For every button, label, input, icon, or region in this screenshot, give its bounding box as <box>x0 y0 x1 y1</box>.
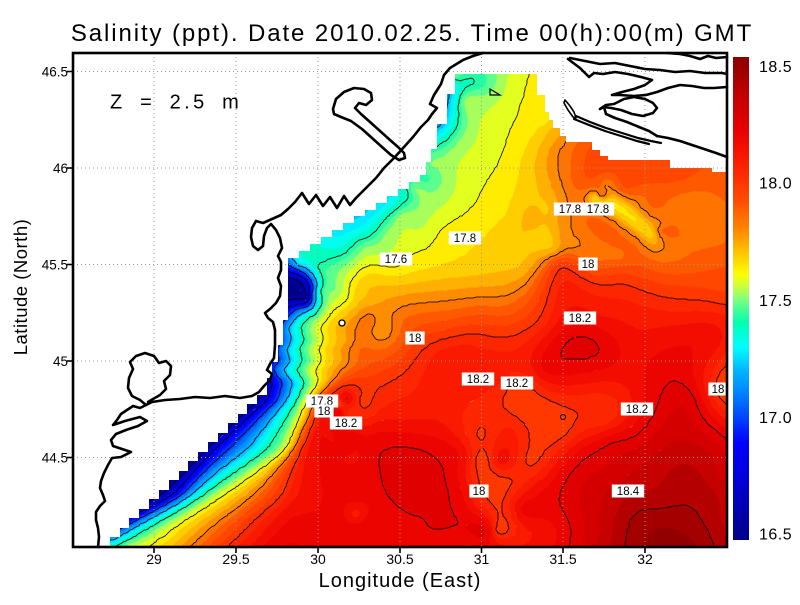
svg-text:17.0: 17.0 <box>759 410 792 427</box>
svg-text:45: 45 <box>53 354 68 369</box>
svg-text:16.5: 16.5 <box>759 527 792 544</box>
svg-text:Z = 2.5 m: Z = 2.5 m <box>110 92 242 114</box>
svg-text:30: 30 <box>310 551 326 567</box>
svg-text:18.2: 18.2 <box>506 378 528 390</box>
svg-text:Latitude (North): Latitude (North) <box>10 219 31 356</box>
svg-text:46: 46 <box>53 161 68 176</box>
svg-text:18: 18 <box>582 259 595 271</box>
svg-text:29: 29 <box>146 551 162 567</box>
svg-text:17.8: 17.8 <box>559 204 581 216</box>
svg-text:31.5: 31.5 <box>549 551 576 567</box>
svg-text:17.8: 17.8 <box>454 233 476 245</box>
svg-text:Longitude (East): Longitude (East) <box>319 570 482 592</box>
svg-text:18.2: 18.2 <box>569 313 591 325</box>
svg-text:32: 32 <box>637 551 653 567</box>
svg-text:18.2: 18.2 <box>335 418 357 430</box>
svg-text:17.6: 17.6 <box>385 254 407 266</box>
svg-text:18.0: 18.0 <box>759 176 792 193</box>
svg-text:18: 18 <box>318 406 331 418</box>
svg-text:45.5: 45.5 <box>42 258 68 273</box>
svg-text:Salinity (ppt). Date 2010.02.2: Salinity (ppt). Date 2010.02.25. Time 00… <box>71 20 753 47</box>
svg-text:44.5: 44.5 <box>42 451 68 466</box>
svg-text:46.5: 46.5 <box>42 65 68 80</box>
svg-text:17.5: 17.5 <box>759 293 792 310</box>
svg-text:30.5: 30.5 <box>386 551 413 567</box>
svg-text:18.2: 18.2 <box>467 374 489 386</box>
svg-text:17.8: 17.8 <box>587 204 609 216</box>
svg-text:31: 31 <box>474 551 490 567</box>
svg-text:18: 18 <box>712 384 725 396</box>
svg-text:18.2: 18.2 <box>626 404 648 416</box>
svg-text:29.5: 29.5 <box>222 551 249 567</box>
svg-text:18: 18 <box>473 486 486 498</box>
svg-text:18.5: 18.5 <box>759 59 792 76</box>
svg-text:18.4: 18.4 <box>617 486 640 498</box>
svg-text:18: 18 <box>409 333 422 345</box>
